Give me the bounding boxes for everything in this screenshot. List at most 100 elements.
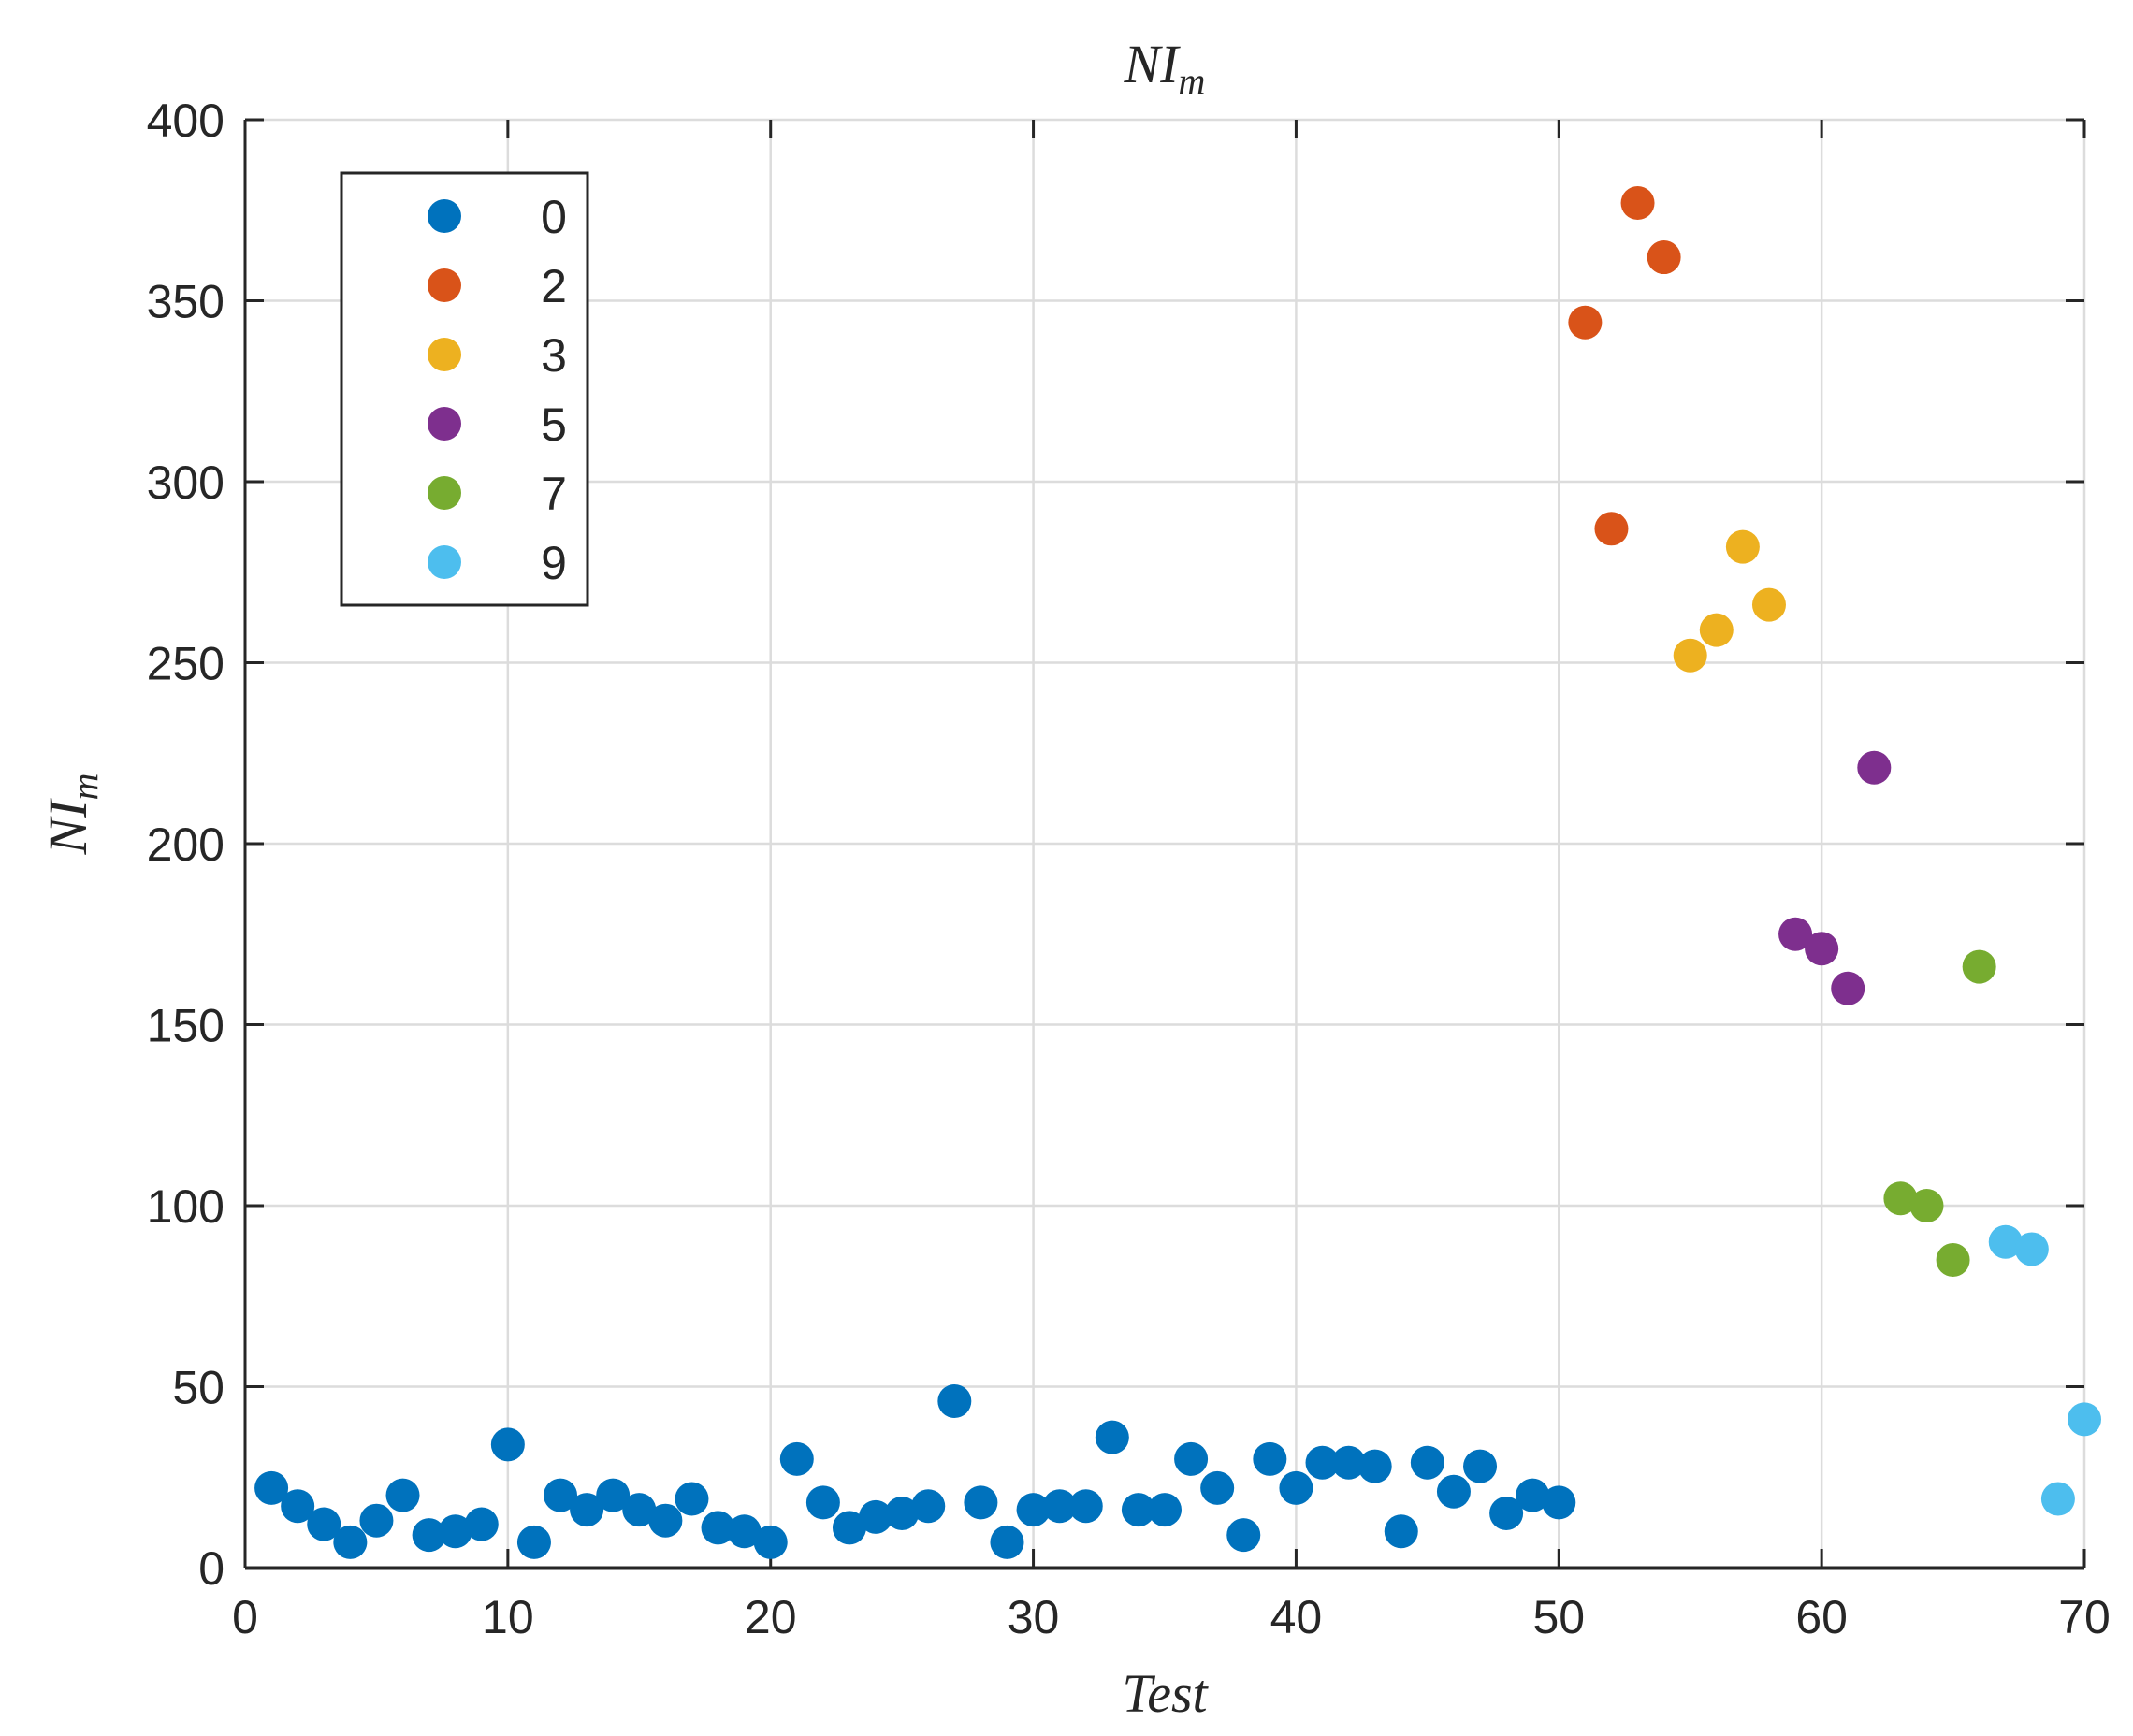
data-point-series-0	[516, 1525, 551, 1559]
data-point-series-7	[1962, 949, 1996, 984]
data-point-series-0	[1279, 1470, 1313, 1505]
data-point-series-0	[254, 1470, 289, 1505]
data-point-series-0	[964, 1485, 998, 1520]
legend-label-0: 0	[541, 191, 567, 243]
data-point-series-0	[359, 1503, 394, 1538]
data-point-series-0	[1253, 1441, 1287, 1476]
legend-label-3: 3	[541, 329, 567, 382]
data-point-series-0	[1357, 1449, 1392, 1483]
data-point-series-0	[1174, 1441, 1209, 1476]
data-point-series-0	[622, 1493, 657, 1527]
data-point-series-0	[1226, 1518, 1261, 1553]
data-point-series-5	[1831, 971, 1865, 1005]
data-point-series-0	[859, 1499, 893, 1534]
x-tick-label: 40	[1270, 1591, 1323, 1643]
data-point-series-0	[570, 1493, 604, 1527]
data-point-series-3	[1725, 529, 1760, 564]
y-tick-label: 0	[198, 1542, 225, 1595]
data-point-series-0	[1331, 1445, 1366, 1480]
data-point-series-7	[1883, 1181, 1918, 1216]
data-point-series-0	[1384, 1514, 1418, 1549]
x-tick-label: 70	[2058, 1591, 2111, 1643]
y-tick-label: 350	[147, 276, 225, 328]
data-point-series-0	[779, 1441, 814, 1476]
data-point-series-0	[385, 1478, 420, 1512]
y-tick-label: 50	[172, 1362, 225, 1414]
data-point-series-0	[1305, 1445, 1340, 1480]
data-point-series-0	[832, 1511, 866, 1545]
data-point-series-0	[1068, 1489, 1103, 1524]
data-point-series-9	[2068, 1402, 2101, 1437]
legend-label-2: 2	[541, 260, 567, 312]
data-point-series-0	[990, 1525, 1024, 1559]
data-point-series-7	[1936, 1243, 1970, 1278]
data-point-series-0	[464, 1507, 499, 1541]
data-point-series-3	[1673, 638, 1707, 673]
data-point-series-0	[1200, 1470, 1235, 1505]
axis-labels: NIm Test NIm 0 10 20 30 40 50 60 70050100150200…	[37, 34, 2111, 1724]
data-point-series-9	[2040, 1482, 2075, 1516]
x-tick-label: 60	[1795, 1591, 1848, 1643]
data-points	[254, 186, 2101, 1559]
data-point-series-0	[490, 1427, 525, 1462]
data-point-series-0	[333, 1525, 368, 1559]
data-point-series-0	[307, 1507, 341, 1541]
data-point-series-0	[911, 1489, 946, 1524]
legend-box	[340, 171, 589, 607]
data-point-series-0	[675, 1482, 709, 1516]
data-point-series-0	[1042, 1489, 1077, 1524]
data-point-series-3	[1751, 587, 1786, 622]
x-tick-label: 20	[745, 1591, 797, 1643]
x-tick-label: 0	[232, 1591, 258, 1643]
data-point-series-0	[1436, 1474, 1471, 1509]
data-point-series-0	[1463, 1449, 1498, 1483]
legend-marker-9	[428, 545, 461, 579]
legend-marker-2	[428, 268, 461, 302]
legend-label-9: 9	[541, 537, 567, 589]
legend: 0 2 3 5 7 9	[340, 171, 589, 607]
y-tick-label: 300	[147, 456, 225, 509]
data-point-series-0	[438, 1514, 472, 1549]
data-point-series-0	[885, 1496, 920, 1530]
y-tick-label: 100	[147, 1180, 225, 1233]
x-tick-label: 50	[1532, 1591, 1585, 1643]
x-tick-label: 10	[482, 1591, 534, 1643]
data-point-series-0	[596, 1478, 631, 1512]
legend-marker-3	[428, 338, 461, 371]
axes	[243, 118, 2086, 1570]
data-point-series-7	[1909, 1189, 1944, 1222]
y-axis-label: NIm	[37, 774, 106, 856]
data-point-series-0	[648, 1503, 683, 1538]
data-point-series-2	[1594, 512, 1629, 546]
data-point-series-0	[544, 1478, 578, 1512]
data-point-series-0	[412, 1518, 446, 1553]
data-point-series-5	[1857, 750, 1892, 785]
data-point-series-0	[1016, 1493, 1051, 1527]
x-axis-label: Test	[1122, 1663, 1209, 1724]
data-point-series-0	[1148, 1493, 1182, 1527]
x-tick-label: 30	[1008, 1591, 1060, 1643]
legend-marker-0	[428, 199, 461, 233]
data-point-series-3	[1699, 613, 1734, 647]
data-point-series-0	[701, 1511, 735, 1545]
legend-marker-5	[428, 407, 461, 441]
data-point-series-0	[1542, 1485, 1576, 1520]
legend-label-7: 7	[541, 468, 567, 520]
data-point-series-5	[1805, 932, 1839, 966]
y-tick-label: 250	[147, 638, 225, 690]
data-point-series-0	[1121, 1493, 1155, 1527]
data-point-series-2	[1647, 240, 1681, 275]
data-point-series-2	[1568, 305, 1603, 340]
data-point-series-9	[2014, 1232, 2049, 1266]
data-point-series-0	[1095, 1420, 1129, 1454]
legend-marker-7	[428, 476, 461, 510]
data-point-series-0	[1516, 1478, 1550, 1512]
y-tick-label: 150	[147, 1000, 225, 1052]
data-point-series-2	[1620, 186, 1655, 221]
data-point-series-9	[1988, 1224, 2023, 1259]
data-point-series-0	[281, 1489, 315, 1524]
y-tick-label: 200	[147, 818, 225, 871]
chart-title: NIm	[1124, 34, 1206, 102]
